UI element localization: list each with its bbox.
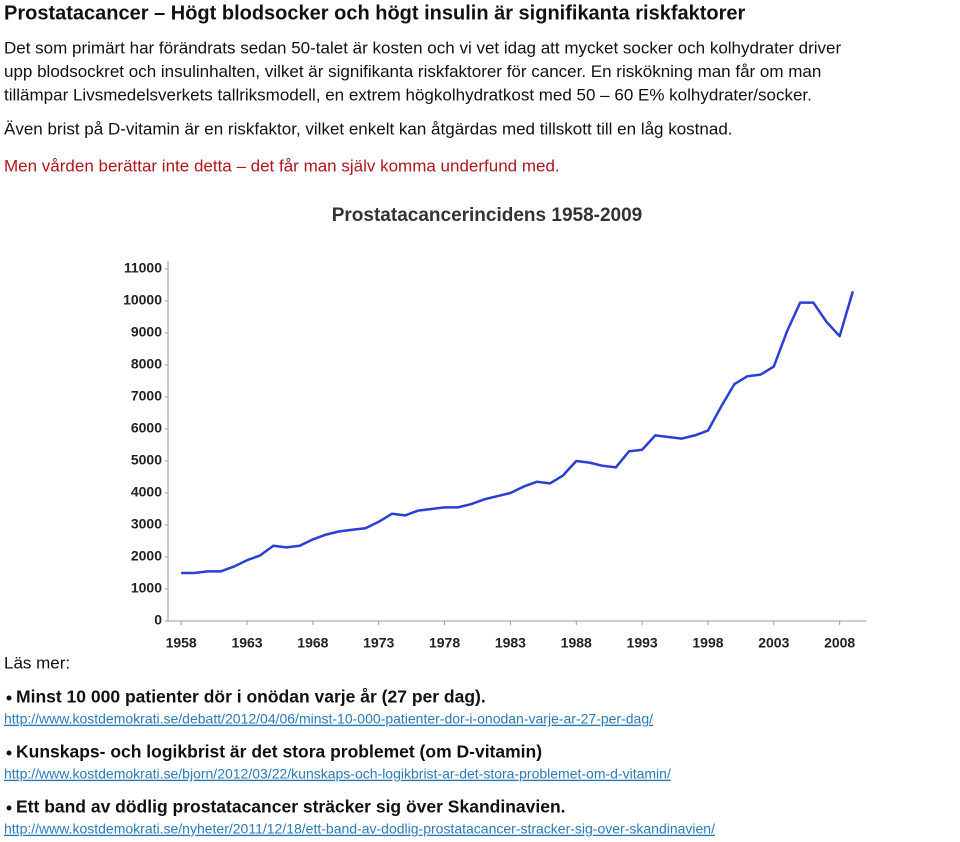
read-more: Läs mer: (4, 653, 70, 672)
link-url[interactable]: http://www.kostdemokrati.se/debatt/2012/… (4, 711, 653, 727)
x-tick-label: 1983 (495, 635, 526, 651)
x-tick-label: 1973 (363, 635, 394, 651)
data-line (181, 291, 855, 575)
x-tick-label: 1978 (429, 635, 460, 651)
link-url[interactable]: http://www.kostdemokrati.se/nyheter/2011… (4, 821, 715, 837)
y-tick-label: 10000 (123, 292, 162, 308)
y-tick-label: 5000 (131, 452, 162, 468)
link-title: Ett band av dödlig prostatacancer sträck… (16, 797, 566, 817)
y-tick-label: 3000 (131, 516, 162, 532)
x-tick-label: 1963 (231, 635, 262, 651)
x-tick-label: 1998 (692, 635, 723, 651)
paragraph-line: upp blodsockret och insulinhalten, vilke… (4, 62, 821, 81)
x-tick-label: 1988 (561, 635, 592, 651)
bullet-dot (6, 805, 12, 811)
y-tick-label: 0 (154, 612, 162, 628)
y-tick-label: 8000 (131, 356, 162, 372)
y-tick-label: 11000 (124, 260, 162, 276)
y-tick-label: 1000 (131, 580, 162, 596)
bullet-dot (6, 750, 12, 756)
paragraph-line: Det som primärt har förändrats sedan 50-… (4, 38, 841, 57)
bullet-dot (6, 695, 12, 701)
paragraph-line: tillämpar Livsmedelsverkets tallriksmode… (4, 85, 812, 104)
y-tick-label: 9000 (131, 324, 162, 340)
link-title: Minst 10 000 patienter dör i onödan varj… (16, 687, 486, 707)
x-tick-label: 2003 (758, 635, 789, 651)
page-title: Prostatacancer – Högt blodsocker och hög… (4, 2, 746, 24)
paragraph: Även brist på D-vitamin är en riskfaktor… (4, 119, 733, 138)
highlight: Men vården berättar inte detta – det får… (4, 156, 560, 175)
chart-title: Prostatacancerincidens 1958-2009 (332, 205, 643, 226)
y-tick-label: 7000 (131, 388, 162, 404)
x-tick-label: 1958 (166, 635, 197, 651)
link-title: Kunskaps- och logikbrist är det stora pr… (16, 742, 542, 762)
link-url[interactable]: http://www.kostdemokrati.se/bjorn/2012/0… (4, 766, 671, 782)
x-tick-label: 1968 (297, 635, 328, 651)
y-tick-label: 4000 (131, 484, 162, 500)
x-tick-label: 2008 (824, 635, 855, 651)
x-tick-label: 1993 (627, 635, 658, 651)
y-tick-label: 2000 (131, 548, 162, 564)
y-tick-label: 6000 (131, 420, 162, 436)
